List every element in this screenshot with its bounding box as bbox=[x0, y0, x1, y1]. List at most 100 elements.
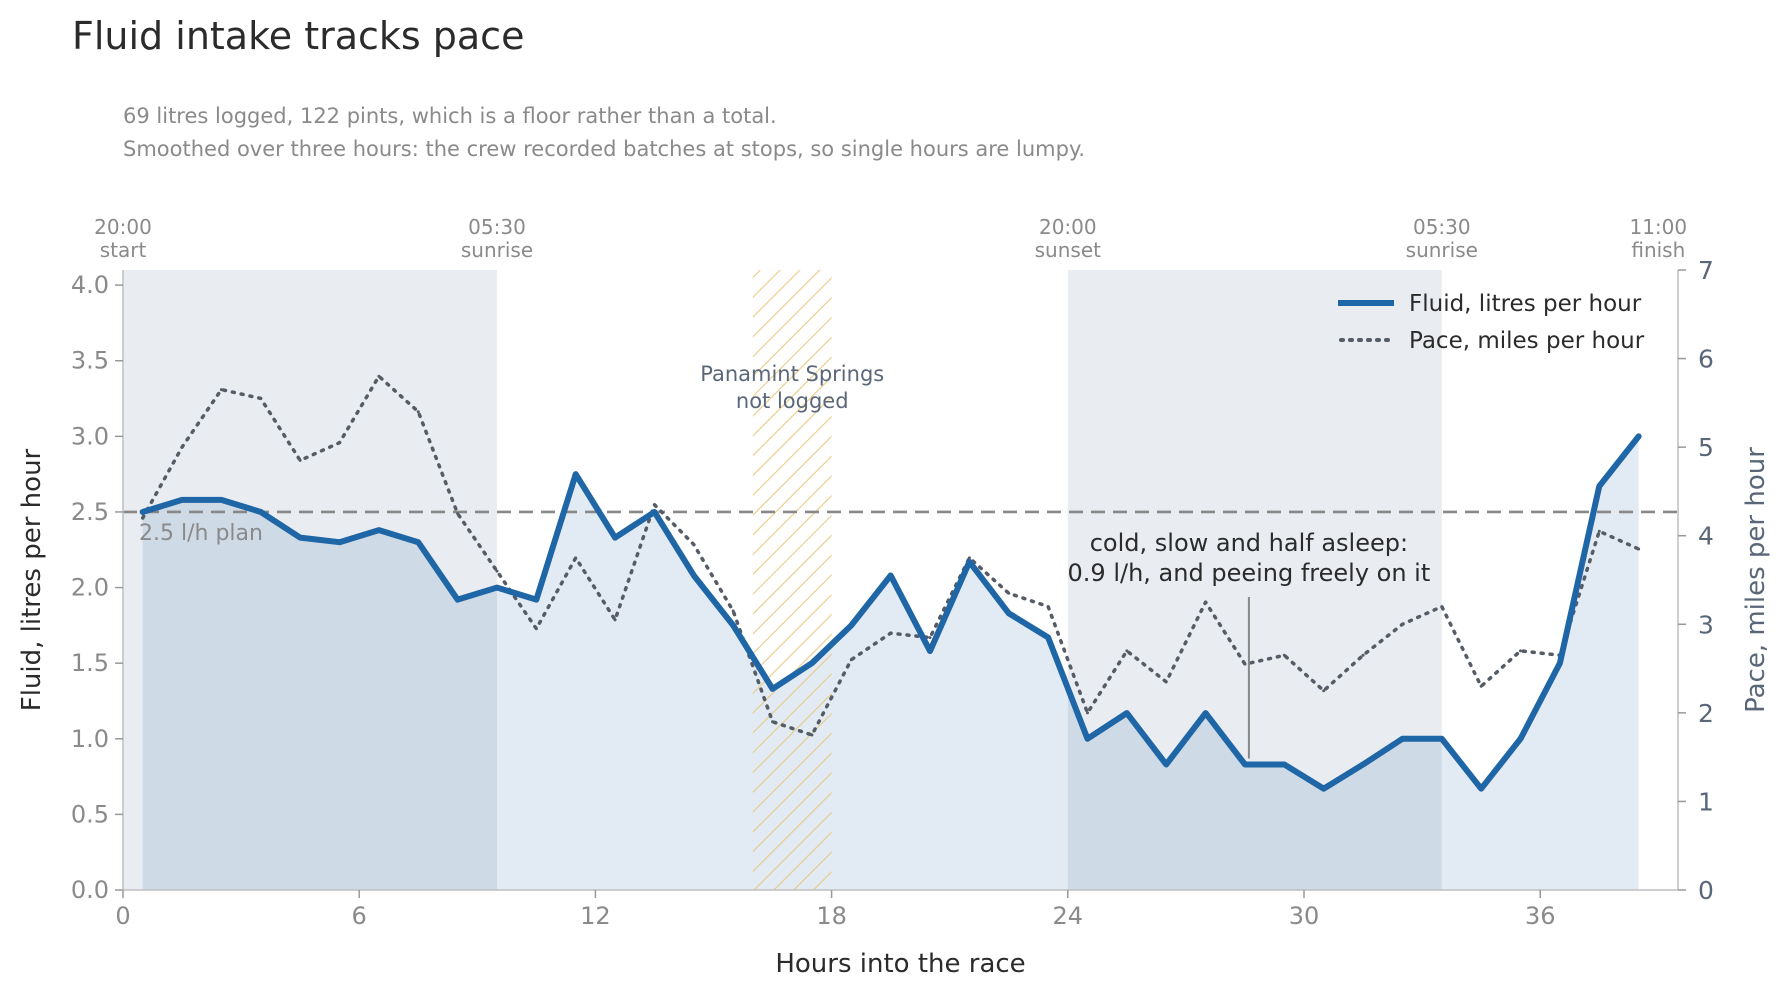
pace-point-26 bbox=[1125, 649, 1129, 653]
fluid-point-31 bbox=[1321, 786, 1327, 792]
x-tick-label-12: 12 bbox=[580, 902, 611, 930]
fluid-point-14 bbox=[651, 509, 657, 515]
fluid-point-21 bbox=[927, 648, 933, 654]
pace-point-34 bbox=[1440, 605, 1444, 609]
fluid-point-37 bbox=[1557, 660, 1563, 666]
reference-line-label: 2.5 l/h plan bbox=[139, 521, 263, 546]
pace-point-29 bbox=[1243, 662, 1247, 666]
pace-point-13 bbox=[613, 618, 617, 622]
pace-point-6 bbox=[338, 441, 342, 445]
fluid-point-32 bbox=[1360, 761, 1366, 767]
y2-tick-label-2: 2 bbox=[1698, 699, 1714, 728]
pace-point-31 bbox=[1322, 689, 1326, 693]
gap-region: Panamint Springs not logged bbox=[700, 270, 884, 890]
axes: 0 6 12 18 24 30 360.00.51.01.52.02.53.03.54.00… bbox=[17, 215, 1771, 979]
y2-tick-label-1: 1 bbox=[1698, 787, 1714, 816]
fluid-point-18 bbox=[809, 660, 815, 666]
pace-point-2 bbox=[180, 445, 184, 449]
fluid-point-29 bbox=[1242, 761, 1248, 767]
x-axis-label: Hours into the race bbox=[775, 949, 1025, 979]
y-tick-label-0: 0.0 bbox=[71, 876, 109, 904]
pace-point-14 bbox=[652, 503, 656, 507]
annotation-group: cold, slow and half asleep:0.9 l/h, and … bbox=[1068, 529, 1430, 759]
pace-point-28 bbox=[1204, 600, 1208, 604]
pace-point-20 bbox=[889, 631, 893, 635]
fluid-point-12 bbox=[573, 471, 579, 477]
y-tick-label-3: 3.0 bbox=[71, 422, 109, 450]
fluid-point-28 bbox=[1203, 710, 1209, 716]
gap-label-line-1: Panamint Springs bbox=[700, 362, 884, 386]
legend: Fluid, litres per hour Pace, miles per ho… bbox=[1338, 291, 1645, 354]
legend-pace-label: Pace, miles per hour bbox=[1409, 328, 1645, 354]
fluid-point-6 bbox=[337, 539, 343, 545]
fluid-point-33 bbox=[1399, 736, 1405, 742]
top-time-label-0: 20:00 bbox=[94, 215, 152, 239]
fluid-point-39 bbox=[1636, 433, 1642, 439]
pace-point-5 bbox=[298, 458, 302, 462]
gap-label-line-2: not logged bbox=[736, 389, 849, 413]
fluid-point-16 bbox=[730, 622, 736, 628]
pace-point-32 bbox=[1361, 653, 1365, 657]
fluid-point-1 bbox=[140, 509, 146, 515]
fluid-point-27 bbox=[1163, 761, 1169, 767]
y2-tick-label-7: 7 bbox=[1698, 256, 1714, 285]
pace-point-11 bbox=[534, 627, 538, 631]
chart-title: Fluid intake tracks pace bbox=[72, 14, 525, 58]
fluid-point-25 bbox=[1084, 736, 1090, 742]
fluid-point-2 bbox=[179, 497, 185, 503]
y2-tick-label-3: 3 bbox=[1698, 610, 1714, 639]
y-axis-label: Fluid, litres per hour bbox=[17, 448, 47, 711]
pace-point-10 bbox=[495, 569, 499, 573]
top-time-label-9.5: 05:30 bbox=[468, 215, 526, 239]
top-event-label-0: start bbox=[100, 238, 147, 262]
fluid-point-9 bbox=[455, 597, 461, 603]
fluid-point-7 bbox=[376, 527, 382, 533]
fluid-point-35 bbox=[1478, 786, 1484, 792]
fluid-point-3 bbox=[218, 497, 224, 503]
annotation-line-1: cold, slow and half asleep: bbox=[1090, 529, 1408, 557]
top-time-label-24: 20:00 bbox=[1039, 215, 1097, 239]
fluid-point-30 bbox=[1281, 761, 1287, 767]
pace-point-9 bbox=[456, 512, 460, 516]
pace-point-15 bbox=[692, 543, 696, 547]
y-tick-label-2: 2.0 bbox=[71, 574, 109, 602]
pace-point-33 bbox=[1400, 622, 1404, 626]
fluid-point-36 bbox=[1518, 736, 1524, 742]
top-event-label-9.5: sunrise bbox=[461, 238, 533, 262]
gap-hatch bbox=[752, 270, 832, 890]
x-tick-label-24: 24 bbox=[1053, 902, 1084, 930]
fluid-point-38 bbox=[1596, 483, 1602, 489]
pace-point-23 bbox=[1007, 591, 1011, 595]
fluid-series bbox=[139, 433, 1642, 792]
y2-tick-label-5: 5 bbox=[1698, 433, 1714, 462]
pace-point-3 bbox=[219, 388, 223, 392]
pace-point-17 bbox=[771, 720, 775, 724]
pace-point-18 bbox=[810, 733, 814, 737]
pace-point-27 bbox=[1164, 680, 1168, 684]
night-band-1 bbox=[123, 270, 497, 890]
pace-point-12 bbox=[574, 556, 578, 560]
y-tick-label-0.5: 0.5 bbox=[71, 800, 109, 828]
x-tick-label-30: 30 bbox=[1289, 902, 1320, 930]
top-time-label-39: 11:00 bbox=[1629, 215, 1687, 239]
fluid-point-34 bbox=[1439, 736, 1445, 742]
pace-point-25 bbox=[1085, 711, 1089, 715]
fluid-point-24 bbox=[1045, 634, 1051, 640]
y2-axis-label: Pace, miles per hour bbox=[1741, 447, 1771, 713]
y2-tick-label-6: 6 bbox=[1698, 345, 1714, 374]
fluid-point-10 bbox=[494, 585, 500, 591]
pace-point-21 bbox=[928, 636, 932, 640]
fluid-point-17 bbox=[770, 686, 776, 692]
fluid-point-20 bbox=[888, 572, 894, 578]
pace-point-35 bbox=[1479, 684, 1483, 688]
y-tick-label-4: 4.0 bbox=[71, 271, 109, 299]
top-event-label-24: sunset bbox=[1035, 238, 1101, 262]
y-tick-label-1.5: 1.5 bbox=[71, 649, 109, 677]
fluid-point-26 bbox=[1124, 710, 1130, 716]
y2-tick-label-0: 0 bbox=[1698, 876, 1714, 905]
chart-subtitle-line-2: Smoothed over three hours: the crew reco… bbox=[123, 137, 1086, 161]
pace-point-24 bbox=[1046, 605, 1050, 609]
top-event-label-39: finish bbox=[1631, 238, 1685, 262]
fluid-point-22 bbox=[966, 559, 972, 565]
